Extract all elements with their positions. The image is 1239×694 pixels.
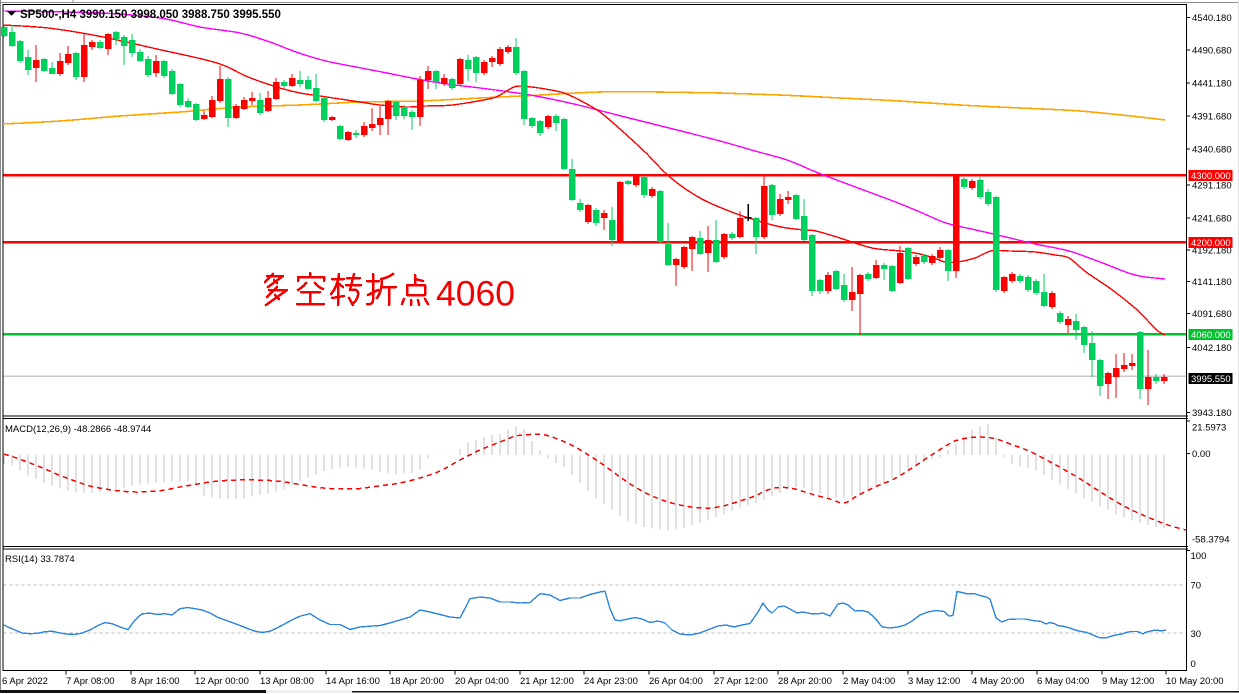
svg-text:26 Apr 04:00: 26 Apr 04:00 [649, 676, 703, 687]
svg-text:7 Apr 08:00: 7 Apr 08:00 [66, 676, 115, 687]
svg-text:SP500-,H4 3990.150 3998.050 3: SP500-,H4 3990.150 3998.050 3988.750 399… [20, 9, 281, 21]
svg-text:0.00: 0.00 [1192, 449, 1211, 460]
svg-text:21.5973: 21.5973 [1192, 423, 1226, 434]
svg-text:3943.180: 3943.180 [1192, 408, 1232, 419]
svg-text:30: 30 [1191, 629, 1202, 640]
svg-text:100: 100 [1191, 551, 1207, 562]
svg-text:20 Apr 04:00: 20 Apr 04:00 [455, 676, 509, 687]
svg-text:4391.680: 4391.680 [1192, 112, 1232, 123]
svg-text:RSI(14) 33.7874: RSI(14) 33.7874 [5, 554, 75, 565]
svg-text:4241.680: 4241.680 [1192, 214, 1232, 225]
svg-text:4441.180: 4441.180 [1192, 79, 1232, 90]
svg-text:4042.180: 4042.180 [1192, 343, 1232, 354]
svg-text:4141.180: 4141.180 [1192, 277, 1232, 288]
svg-text:-58.3794: -58.3794 [1192, 535, 1230, 546]
svg-text:9 May 12:00: 9 May 12:00 [1102, 676, 1154, 687]
svg-text:3995.550: 3995.550 [1191, 374, 1231, 385]
svg-text:18 Apr 20:00: 18 Apr 20:00 [390, 676, 444, 687]
svg-text:12 Apr 00:00: 12 Apr 00:00 [195, 676, 249, 687]
svg-text:0: 0 [1191, 659, 1196, 670]
svg-text:4300.000: 4300.000 [1191, 171, 1231, 182]
svg-text:13 Apr 08:00: 13 Apr 08:00 [260, 676, 314, 687]
svg-text:3 May 12:00: 3 May 12:00 [908, 676, 960, 687]
svg-text:27 Apr 12:00: 27 Apr 12:00 [714, 676, 768, 687]
svg-text:6 May 04:00: 6 May 04:00 [1037, 676, 1089, 687]
svg-text:4091.680: 4091.680 [1192, 309, 1232, 320]
svg-text:10 May 20:00: 10 May 20:00 [1166, 676, 1224, 687]
svg-text:4490.680: 4490.680 [1192, 46, 1232, 57]
svg-text:2 May 04:00: 2 May 04:00 [843, 676, 895, 687]
svg-text:4192.180: 4192.180 [1192, 246, 1232, 257]
svg-text:21 Apr 12:00: 21 Apr 12:00 [520, 676, 574, 687]
svg-text:4060.000: 4060.000 [1191, 330, 1231, 341]
svg-text:4340.680: 4340.680 [1192, 145, 1232, 156]
svg-text:4060: 4060 [436, 274, 515, 314]
svg-text:14 Apr 16:00: 14 Apr 16:00 [326, 676, 380, 687]
svg-text:4 May 20:00: 4 May 20:00 [972, 676, 1024, 687]
svg-text:4291.180: 4291.180 [1192, 181, 1232, 192]
svg-text:MACD(12,26,9) -48.2866 -48.974: MACD(12,26,9) -48.2866 -48.9744 [5, 424, 151, 435]
svg-text:4540.180: 4540.180 [1192, 13, 1232, 24]
svg-text:8 Apr 16:00: 8 Apr 16:00 [131, 676, 180, 687]
svg-text:4200.000: 4200.000 [1191, 238, 1231, 249]
svg-text:24 Apr 23:00: 24 Apr 23:00 [584, 676, 638, 687]
svg-text:70: 70 [1191, 581, 1202, 592]
svg-text:6 Apr 2022: 6 Apr 2022 [2, 676, 48, 687]
svg-text:28 Apr 20:00: 28 Apr 20:00 [778, 676, 832, 687]
